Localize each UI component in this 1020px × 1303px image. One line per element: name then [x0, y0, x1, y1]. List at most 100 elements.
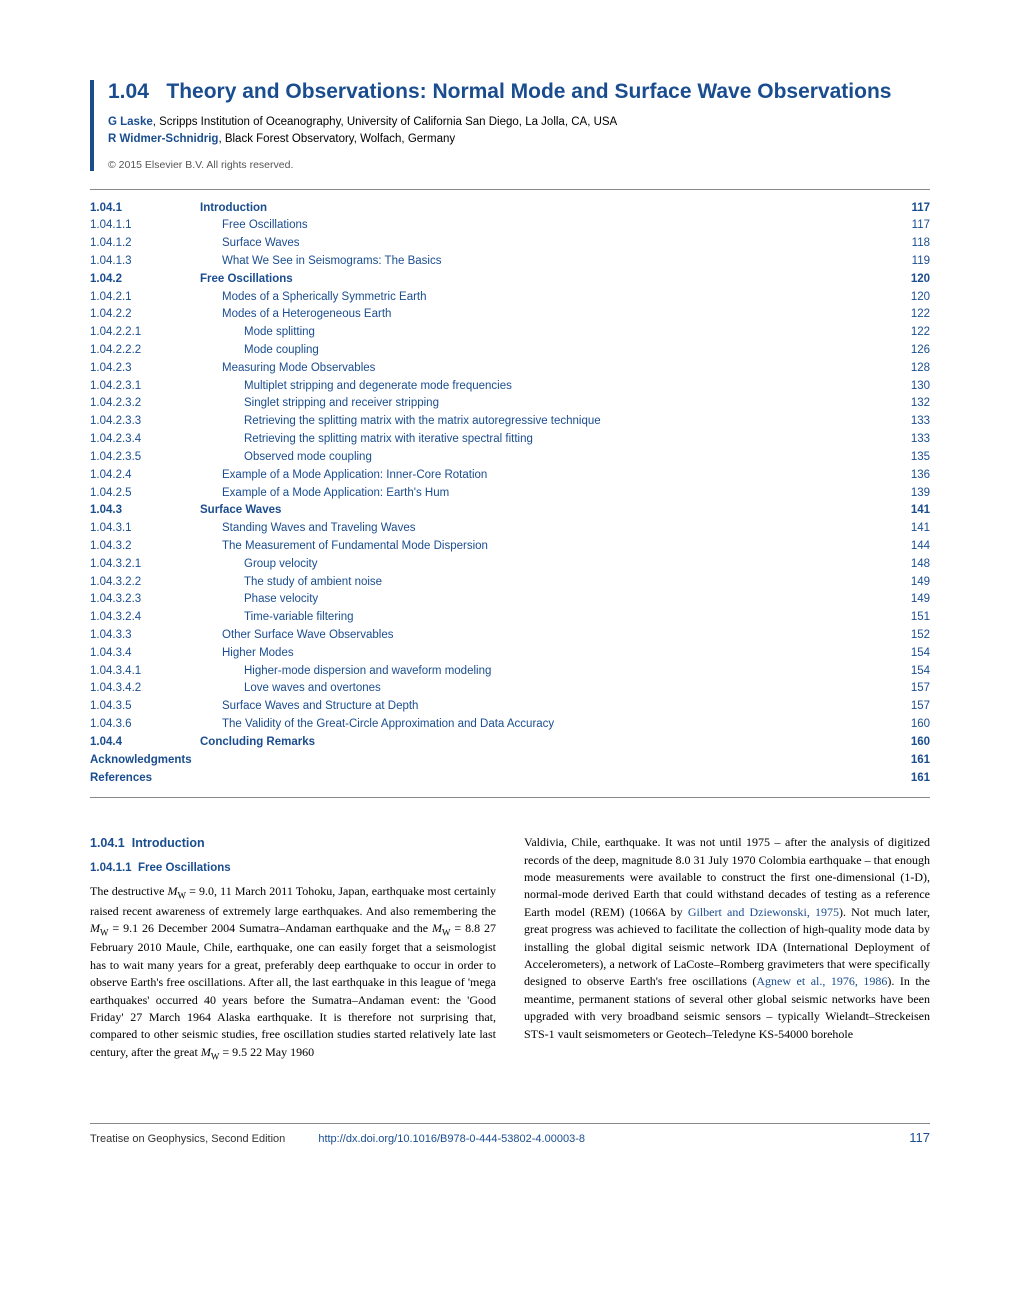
- toc-entry-page: 154: [890, 645, 930, 663]
- toc-entry-number: 1.04.2.5: [90, 485, 200, 503]
- toc-entry-page: 117: [890, 217, 930, 235]
- toc-entry-number: 1.04.2.4: [90, 467, 200, 485]
- toc-entry-label: Measuring Mode Observables: [200, 360, 890, 378]
- toc-row[interactable]: 1.04.1.1Free Oscillations117: [90, 217, 930, 235]
- paragraph: The destructive MW = 9.0, 11 March 2011 …: [90, 883, 496, 1063]
- toc-entry-page: 141: [890, 502, 930, 520]
- toc-row[interactable]: 1.04.1Introduction117: [90, 200, 930, 218]
- toc-entry-page: 118: [890, 235, 930, 253]
- toc-row[interactable]: 1.04.3.2The Measurement of Fundamental M…: [90, 538, 930, 556]
- toc-entry-page: 149: [890, 591, 930, 609]
- toc-entry-page: 148: [890, 556, 930, 574]
- toc-row[interactable]: 1.04.3Surface Waves141: [90, 502, 930, 520]
- toc-row[interactable]: 1.04.3.6The Validity of the Great-Circle…: [90, 716, 930, 734]
- toc-entry-page: 135: [890, 449, 930, 467]
- title-block: 1.04 Theory and Observations: Normal Mod…: [90, 80, 930, 171]
- toc-entry-label: Modes of a Heterogeneous Earth: [200, 306, 890, 324]
- toc-entry-label: Mode splitting: [200, 324, 890, 342]
- toc-row[interactable]: 1.04.2.3.5Observed mode coupling135: [90, 449, 930, 467]
- toc-row[interactable]: 1.04.2.4Example of a Mode Application: I…: [90, 467, 930, 485]
- toc-entry-label: Higher Modes: [200, 645, 890, 663]
- toc-entry-number: 1.04.2: [90, 271, 200, 289]
- toc-row[interactable]: 1.04.2.1Modes of a Spherically Symmetric…: [90, 289, 930, 307]
- toc-entry-number: 1.04.1.3: [90, 253, 200, 271]
- toc-entry-label: Multiplet stripping and degenerate mode …: [200, 378, 890, 396]
- toc-entry-page: 141: [890, 520, 930, 538]
- toc-row[interactable]: 1.04.3.4Higher Modes154: [90, 645, 930, 663]
- toc-row[interactable]: 1.04.3.2.1Group velocity148: [90, 556, 930, 574]
- toc-row[interactable]: 1.04.3.5Surface Waves and Structure at D…: [90, 698, 930, 716]
- toc-row[interactable]: 1.04.2.2.1Mode splitting122: [90, 324, 930, 342]
- toc-entry-label: Free Oscillations: [200, 271, 890, 289]
- chapter-title-text: Theory and Observations: Normal Mode and…: [166, 80, 891, 103]
- toc-entry-number: 1.04.1.1: [90, 217, 200, 235]
- toc-entry-label: Phase velocity: [200, 591, 890, 609]
- toc-row[interactable]: 1.04.2.3.4Retrieving the splitting matri…: [90, 431, 930, 449]
- subsection-num: 1.04.1.1: [90, 862, 132, 874]
- toc-entry-spacer: [192, 752, 890, 770]
- toc-entry-page: 122: [890, 324, 930, 342]
- toc-entry-label: Example of a Mode Application: Inner-Cor…: [200, 467, 890, 485]
- body-columns: 1.04.1 Introduction 1.04.1.1 Free Oscill…: [90, 834, 930, 1063]
- toc-entry-label: Mode coupling: [200, 342, 890, 360]
- toc-entry-number: 1.04.3.2: [90, 538, 200, 556]
- toc-entry-number: 1.04.2.3: [90, 360, 200, 378]
- toc-entry-page: 133: [890, 431, 930, 449]
- toc-row[interactable]: 1.04.2Free Oscillations120: [90, 271, 930, 289]
- toc-entry-number: 1.04.1.2: [90, 235, 200, 253]
- toc-entry-label: Standing Waves and Traveling Waves: [200, 520, 890, 538]
- toc-entry-number: 1.04.3.4.1: [90, 663, 200, 681]
- toc-row[interactable]: 1.04.3.3Other Surface Wave Observables15…: [90, 627, 930, 645]
- toc-entry-page: 157: [890, 698, 930, 716]
- toc-row[interactable]: 1.04.3.1Standing Waves and Traveling Wav…: [90, 520, 930, 538]
- toc-entry-number: 1.04.3.4: [90, 645, 200, 663]
- toc-row[interactable]: 1.04.2.3.1Multiplet stripping and degene…: [90, 378, 930, 396]
- toc-row[interactable]: 1.04.1.3What We See in Seismograms: The …: [90, 253, 930, 271]
- toc-row[interactable]: 1.04.2.2.2Mode coupling126: [90, 342, 930, 360]
- toc-row[interactable]: 1.04.3.4.2Love waves and overtones157: [90, 680, 930, 698]
- toc-row[interactable]: 1.04.3.2.2The study of ambient noise149: [90, 574, 930, 592]
- toc-row[interactable]: 1.04.3.2.4Time-variable filtering151: [90, 609, 930, 627]
- author-affiliation: , Black Forest Observatory, Wolfach, Ger…: [218, 133, 455, 145]
- toc-row[interactable]: 1.04.2.3.3Retrieving the splitting matri…: [90, 413, 930, 431]
- toc-entry-number: 1.04.2.3.1: [90, 378, 200, 396]
- page-footer: Treatise on Geophysics, Second Edition h…: [90, 1123, 930, 1145]
- toc-entry-page: 144: [890, 538, 930, 556]
- toc-entry-label: References: [90, 770, 152, 788]
- toc-entry-page: 161: [890, 770, 930, 788]
- toc-entry-page: 130: [890, 378, 930, 396]
- toc-row[interactable]: 1.04.1.2Surface Waves118: [90, 235, 930, 253]
- toc-entry-label: Higher-mode dispersion and waveform mode…: [200, 663, 890, 681]
- citation-link[interactable]: Agnew et al., 1976, 1986: [756, 974, 887, 988]
- toc-entry-label: What We See in Seismograms: The Basics: [200, 253, 890, 271]
- toc-row[interactable]: 1.04.3.2.3Phase velocity149: [90, 591, 930, 609]
- toc-row[interactable]: 1.04.3.4.1Higher-mode dispersion and wav…: [90, 663, 930, 681]
- chapter-title: 1.04 Theory and Observations: Normal Mod…: [108, 80, 930, 104]
- toc-entry-label: Singlet stripping and receiver stripping: [200, 395, 890, 413]
- toc-entry-page: 117: [890, 200, 930, 218]
- page-number: 117: [909, 1130, 930, 1145]
- paragraph: Valdivia, Chile, earthquake. It was not …: [524, 834, 930, 1043]
- toc-entry-number: 1.04.3.2.3: [90, 591, 200, 609]
- author-line: G Laske, Scripps Institution of Oceanogr…: [108, 114, 930, 131]
- author-name: R Widmer-Schnidrig: [108, 133, 218, 145]
- toc-row[interactable]: Acknowledgments161: [90, 752, 930, 770]
- citation-link[interactable]: Gilbert and Dziewonski, 1975: [688, 905, 839, 919]
- toc-row[interactable]: 1.04.2.3.2Singlet stripping and receiver…: [90, 395, 930, 413]
- toc-row[interactable]: 1.04.4Concluding Remarks160: [90, 734, 930, 752]
- toc-row[interactable]: 1.04.2.3Measuring Mode Observables128: [90, 360, 930, 378]
- toc-entry-label: Retrieving the splitting matrix with ite…: [200, 431, 890, 449]
- toc-entry-page: 152: [890, 627, 930, 645]
- toc-entry-page: 160: [890, 716, 930, 734]
- doi-link[interactable]: http://dx.doi.org/10.1016/B978-0-444-538…: [318, 1133, 585, 1145]
- toc-entry-page: 122: [890, 306, 930, 324]
- toc-row[interactable]: 1.04.2.2Modes of a Heterogeneous Earth12…: [90, 306, 930, 324]
- toc-row[interactable]: 1.04.2.5Example of a Mode Application: E…: [90, 485, 930, 503]
- toc-entry-label: Concluding Remarks: [200, 734, 890, 752]
- toc-row[interactable]: References 161: [90, 770, 930, 788]
- toc-entry-number: 1.04.4: [90, 734, 200, 752]
- toc-entry-number: 1.04.3.2.4: [90, 609, 200, 627]
- toc-entry-number: 1.04.3.1: [90, 520, 200, 538]
- toc-entry-number: 1.04.1: [90, 200, 200, 218]
- copyright-line: © 2015 Elsevier B.V. All rights reserved…: [108, 159, 930, 171]
